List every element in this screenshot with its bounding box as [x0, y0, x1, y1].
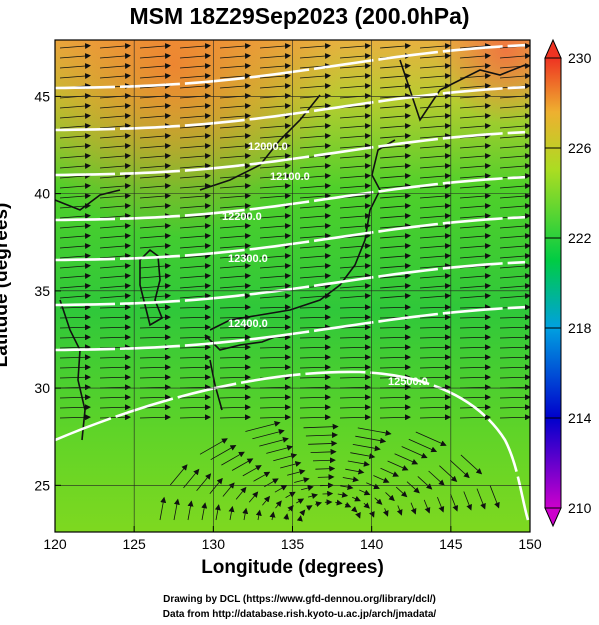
x-tick-label: 150: [518, 536, 542, 552]
colorbar-tick-label: 218: [568, 320, 592, 336]
colorbar-min-arrow: [544, 507, 562, 528]
contour-label: 12400.0: [228, 318, 268, 330]
colorbar: 230 226 222 218 214 210: [544, 38, 592, 528]
coastlines: [55, 59, 526, 441]
contour-label: 12000.0: [248, 141, 288, 153]
x-tick-label: 145: [439, 536, 463, 552]
y-tick-label: 25: [34, 477, 50, 493]
map-title: MSM 18Z29Sep2023 (200.0hPa): [129, 3, 470, 29]
x-tick-label: 140: [360, 536, 384, 552]
contour-label: 12300.0: [228, 253, 268, 265]
height-contours: [55, 43, 530, 521]
colorbar-max-arrow: [544, 38, 562, 59]
axes: 120 125 130 135 140 145 150 25 30 35 40 45: [34, 88, 541, 552]
colorbar-tick-label: 222: [568, 230, 592, 246]
contour-label: 12200.0: [222, 211, 262, 223]
colorbar-tick-label: 214: [568, 410, 592, 426]
y-tick-label: 45: [34, 88, 50, 104]
x-tick-label: 130: [202, 536, 226, 552]
wind-streamlines: [59, 43, 530, 522]
x-tick-label: 135: [281, 536, 305, 552]
x-tick-label: 120: [43, 536, 67, 552]
credit-dcl: Drawing by DCL (https://www.gfd-dennou.o…: [163, 594, 436, 605]
colorbar-tick-label: 210: [568, 500, 592, 516]
y-tick-label: 35: [34, 283, 50, 299]
x-tick-label: 125: [122, 536, 146, 552]
lat-lon-grid: [55, 40, 530, 532]
x-axis-label: Longitude (degrees): [201, 557, 384, 578]
contour-label: 12100.0: [270, 171, 310, 183]
y-tick-label: 40: [34, 186, 50, 202]
y-tick-label: 30: [34, 380, 50, 396]
colorbar-tick-label: 226: [568, 140, 592, 156]
colorbar-tick-label: 230: [568, 50, 592, 66]
credit-data-source: Data from http://database.rish.kyoto-u.a…: [162, 609, 437, 620]
contour-label: 12500.0: [388, 376, 428, 388]
